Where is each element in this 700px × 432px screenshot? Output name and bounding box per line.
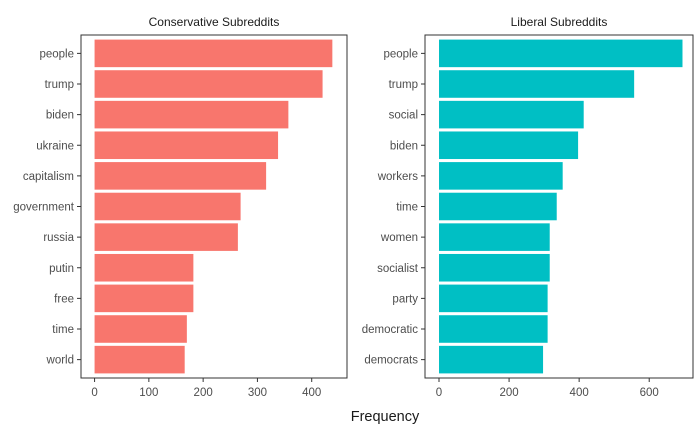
bar-liberal-biden: [439, 131, 579, 160]
x-tick-label-liberal-0: 0: [436, 387, 442, 399]
category-label-liberal-biden: biden: [390, 140, 418, 152]
category-label-conservative-free: free: [54, 293, 74, 305]
category-label-conservative-government: government: [13, 202, 75, 214]
category-label-conservative-putin: putin: [49, 263, 74, 275]
x-tick-label-conservative-0: 0: [91, 387, 97, 399]
bar-liberal-time: [439, 192, 557, 221]
x-tick-label-liberal-600: 600: [640, 387, 659, 399]
bar-liberal-democratic: [439, 315, 548, 343]
bar-liberal-people: [439, 39, 683, 68]
bar-conservative-russia: [94, 223, 238, 251]
x-tick-label-conservative-300: 300: [248, 387, 267, 399]
category-label-liberal-workers: workers: [377, 171, 419, 183]
bar-conservative-government: [94, 192, 241, 221]
x-tick-label-conservative-400: 400: [302, 387, 321, 399]
x-tick-label-conservative-200: 200: [194, 387, 213, 399]
category-label-liberal-people: people: [383, 48, 418, 60]
bar-liberal-party: [439, 284, 548, 313]
bar-conservative-biden: [94, 100, 289, 129]
panel-liberal: Liberal Subreddits people trump social bide…: [362, 15, 694, 399]
panel-conservative: Conservative Subreddits people trump biden…: [13, 15, 348, 399]
panel-border-liberal: [424, 34, 694, 379]
bar-conservative-free: [94, 284, 194, 313]
bar-liberal-socialist: [439, 253, 550, 282]
category-label-liberal-social: social: [389, 110, 418, 122]
category-label-conservative-biden: biden: [46, 110, 74, 122]
bar-liberal-workers: [439, 162, 563, 190]
category-label-conservative-people: people: [39, 48, 74, 60]
category-label-liberal-democratic: democratic: [362, 324, 418, 336]
x-tick-label-liberal-200: 200: [499, 387, 518, 399]
bar-liberal-democrats: [439, 345, 544, 374]
category-label-liberal-party: party: [392, 293, 418, 305]
category-label-conservative-russia: russia: [43, 232, 74, 244]
bar-liberal-trump: [439, 70, 635, 98]
bar-conservative-time: [94, 315, 187, 343]
x-tick-label-liberal-400: 400: [570, 387, 589, 399]
bar-conservative-trump: [94, 70, 323, 98]
bar-liberal-social: [439, 100, 584, 129]
x-tick-label-conservative-100: 100: [139, 387, 158, 399]
category-label-conservative-trump: trump: [45, 79, 74, 91]
category-label-conservative-capitalism: capitalism: [23, 171, 74, 183]
bar-conservative-putin: [94, 253, 194, 282]
panel-title-conservative: Conservative Subreddits: [149, 15, 280, 29]
panel-border-conservative: [80, 34, 348, 379]
bar-conservative-people: [94, 39, 333, 68]
category-label-liberal-trump: trump: [389, 79, 418, 91]
category-label-liberal-women: women: [380, 232, 418, 244]
bar-liberal-women: [439, 223, 550, 251]
x-axis-label: Frequency: [351, 409, 420, 425]
bar-conservative-ukraine: [94, 131, 279, 160]
category-label-liberal-democrats: democrats: [364, 355, 418, 367]
bar-conservative-world: [94, 345, 185, 374]
category-label-liberal-time: time: [396, 202, 418, 214]
bar-conservative-capitalism: [94, 162, 267, 190]
category-label-conservative-ukraine: ukraine: [36, 140, 74, 152]
category-label-conservative-time: time: [52, 324, 74, 336]
panel-title-liberal: Liberal Subreddits: [511, 15, 608, 29]
category-label-conservative-world: world: [46, 355, 74, 367]
category-label-liberal-socialist: socialist: [377, 263, 419, 275]
